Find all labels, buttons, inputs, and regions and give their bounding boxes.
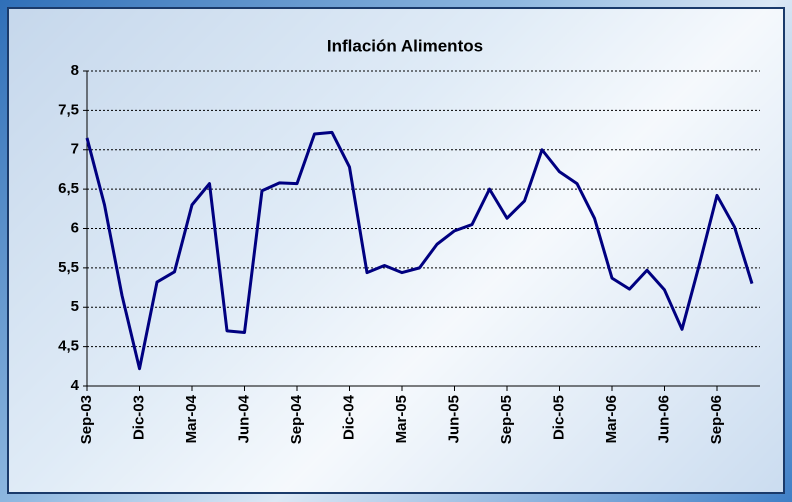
- x-tick-label: Mar-06: [603, 395, 620, 443]
- x-tick-label: Jun-04: [235, 394, 252, 443]
- x-tick-label: Dic-03: [130, 395, 147, 440]
- y-tick-label: 4,5: [58, 338, 79, 355]
- data-line: [85, 130, 754, 371]
- x-tick-label: Dic-04: [340, 394, 357, 440]
- y-tick-label: 7: [71, 141, 79, 158]
- chart-title: Inflación Alimentos: [327, 36, 483, 55]
- y-tick-label: 4: [71, 377, 80, 394]
- x-tick-label: Sep-06: [708, 395, 725, 444]
- x-tick-label: Jun-05: [445, 395, 462, 443]
- x-tick-label: Dic-05: [550, 395, 567, 440]
- x-tick-label: Jun-06: [655, 395, 672, 443]
- y-tick-label: 6,5: [58, 180, 79, 197]
- y-tick-label: 6: [71, 219, 79, 236]
- x-tick-label: Mar-05: [393, 395, 410, 443]
- chart-panel: [7, 7, 785, 494]
- x-tick-label: Mar-04: [183, 394, 200, 443]
- y-tick-label: 8: [71, 62, 79, 79]
- x-tick-label: Sep-04: [288, 394, 305, 444]
- y-tick-label: 5: [71, 298, 79, 315]
- x-tick-label: Sep-03: [78, 395, 95, 444]
- y-tick-label: 7,5: [58, 101, 79, 118]
- x-tick-label: Sep-05: [498, 395, 515, 444]
- y-tick-label: 5,5: [58, 259, 79, 276]
